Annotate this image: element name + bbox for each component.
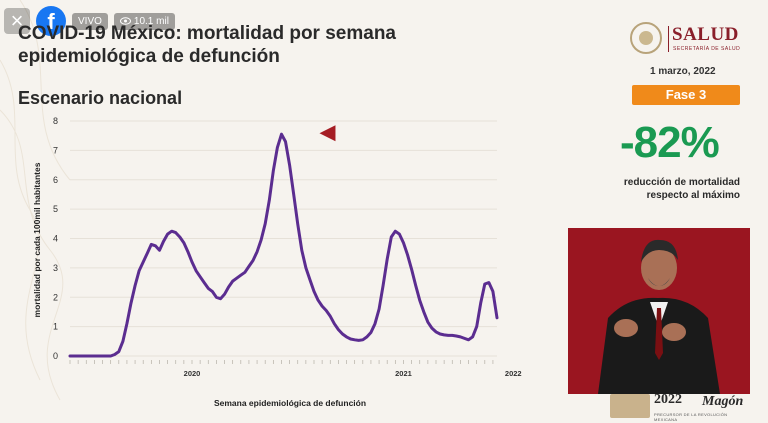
footer-logo: 2022 Magón PRECURSOR DE LA REVOLUCIÓN ME… (606, 392, 746, 422)
footer-name: Magón (702, 394, 744, 409)
x-axis-label: Semana epidemiológica de defunción (214, 398, 366, 408)
sign-language-interpreter (568, 228, 750, 394)
facebook-icon: f (36, 6, 66, 36)
year-label-2022: 2022 (505, 369, 522, 378)
viewer-count-badge: 10.1 mil (113, 12, 175, 30)
y-tick-label: 8 (53, 116, 58, 126)
viewer-count: 10.1 mil (133, 15, 169, 27)
close-icon[interactable]: × (4, 8, 30, 34)
y-tick-label: 2 (53, 292, 58, 302)
logo-divider (668, 26, 669, 52)
eagle-emblem-icon (630, 22, 662, 54)
brand-name: SALUD (672, 24, 739, 45)
salud-logo: SALUD SECRETARÍA DE SALUD (628, 22, 748, 58)
peak-marker-icon (319, 125, 336, 142)
magon-emblem-icon (610, 394, 650, 418)
scenario-heading: Escenario nacional (18, 88, 183, 108)
footer-year: 2022 (654, 392, 682, 407)
year-label-2021: 2021 (395, 369, 412, 378)
slide-title: COVID-19 México: mortalidad por semana e… (18, 23, 396, 67)
y-tick-label: 0 (53, 351, 58, 361)
live-stream-bar: × f VIVO 10.1 mil (4, 6, 175, 36)
y-tick-label: 6 (53, 175, 58, 185)
y-tick-label: 3 (53, 263, 58, 273)
reduction-percentage: -82% (620, 118, 720, 167)
live-badge: VIVO (72, 12, 108, 30)
interpreter-figure (598, 239, 720, 394)
y-tick-label: 1 (53, 322, 58, 332)
year-label-2020: 2020 (184, 369, 201, 378)
y-axis-ticks: 0 1 2 3 4 5 6 7 8 (53, 116, 58, 361)
chart-grid (70, 120, 497, 357)
mortality-series-line (68, 132, 499, 358)
y-tick-label: 5 (53, 204, 58, 214)
eye-icon (119, 17, 131, 25)
x-axis-ticks: 2020 2021 2022 (69, 360, 522, 378)
footer-caption: PRECURSOR DE LA REVOLUCIÓN MEXICANA (654, 412, 728, 422)
reduction-description: reducción de mortalidad respecto al máxi… (623, 177, 740, 201)
y-tick-label: 4 (53, 234, 58, 244)
y-tick-label: 7 (53, 145, 58, 155)
brand-subtitle: SECRETARÍA DE SALUD (673, 46, 741, 52)
slide-date: 1 marzo, 2022 (650, 66, 716, 77)
y-axis-label: mortalidad por cada 100mil habitantes (32, 162, 42, 317)
phase-badge: Fase 3 (632, 85, 740, 105)
